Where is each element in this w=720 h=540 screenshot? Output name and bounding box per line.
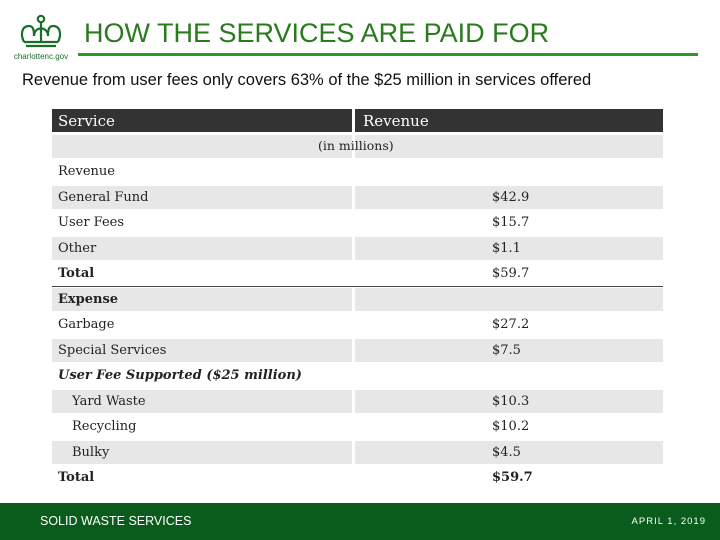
- footer-date: APRIL 1, 2019: [631, 516, 706, 527]
- row-label: User Fees: [58, 215, 125, 230]
- table-row: Special Services $7.5: [52, 338, 663, 364]
- table-row: Garbage $27.2: [52, 312, 663, 338]
- row-value: [355, 287, 663, 311]
- row-value: $7.5: [355, 338, 663, 362]
- units-label: (in millions): [318, 137, 394, 153]
- page-subtitle: Revenue from user fees only covers 63% o…: [22, 71, 592, 89]
- row-label: Recycling: [72, 419, 137, 434]
- row-label: Expense: [52, 287, 352, 311]
- row-label: Other: [52, 236, 352, 260]
- footer-department: SOLID WASTE SERVICES: [40, 514, 192, 528]
- table-row: Bulky $4.5: [52, 440, 663, 466]
- header-revenue: Revenue: [355, 109, 663, 132]
- table-row: General Fund $42.9: [52, 185, 663, 211]
- city-logo: charlottenc.gov: [12, 12, 70, 64]
- units-spacer: [52, 134, 352, 158]
- row-value: $4.5: [355, 440, 663, 464]
- row-value: $27.2: [492, 317, 530, 332]
- row-label: Revenue: [58, 164, 115, 179]
- title-rule: [78, 53, 698, 56]
- header-service: Service: [52, 109, 352, 132]
- row-label: General Fund: [52, 185, 352, 209]
- page-title: HOW THE SERVICES ARE PAID FOR: [84, 18, 550, 48]
- table-row: Recycling $10.2: [52, 414, 663, 440]
- units-row: (in millions): [52, 134, 663, 160]
- table-row-total: Total $59.7: [52, 465, 663, 491]
- row-label: Yard Waste: [52, 389, 352, 413]
- row-value: $59.7: [492, 266, 530, 281]
- table-row: Other $1.1: [52, 236, 663, 262]
- table-row: Yard Waste $10.3: [52, 389, 663, 415]
- row-value: $42.9: [355, 185, 663, 209]
- row-value: $59.7: [492, 470, 533, 485]
- row-label: Total: [58, 266, 95, 281]
- row-value: [355, 364, 663, 387]
- table-row-total: Total $59.7: [52, 261, 663, 287]
- table-row: User Fees $15.7: [52, 210, 663, 236]
- row-value: [355, 160, 663, 183]
- row-value: $10.2: [492, 419, 530, 434]
- row-value: $1.1: [355, 236, 663, 260]
- row-label: Total: [58, 470, 95, 485]
- table-header-row: Service Revenue: [52, 108, 663, 134]
- table-row-section: Expense: [52, 287, 663, 313]
- table-row: Revenue: [52, 159, 663, 185]
- revenue-table: Service Revenue (in millions) Revenue Ge…: [52, 108, 663, 491]
- row-value: $10.3: [355, 389, 663, 413]
- row-label: Garbage: [58, 317, 115, 332]
- logo-text: charlottenc.gov: [13, 52, 69, 61]
- crown-icon: [20, 14, 62, 48]
- table-row-section: User Fee Supported ($25 million): [52, 363, 663, 389]
- footer-bar: SOLID WASTE SERVICES APRIL 1, 2019: [0, 503, 720, 540]
- section-divider: [52, 285, 663, 287]
- row-label: User Fee Supported ($25 million): [58, 368, 302, 383]
- row-label: Special Services: [52, 338, 352, 362]
- row-label: Bulky: [52, 440, 352, 464]
- row-value: $15.7: [492, 215, 530, 230]
- units-cell: [355, 134, 663, 158]
